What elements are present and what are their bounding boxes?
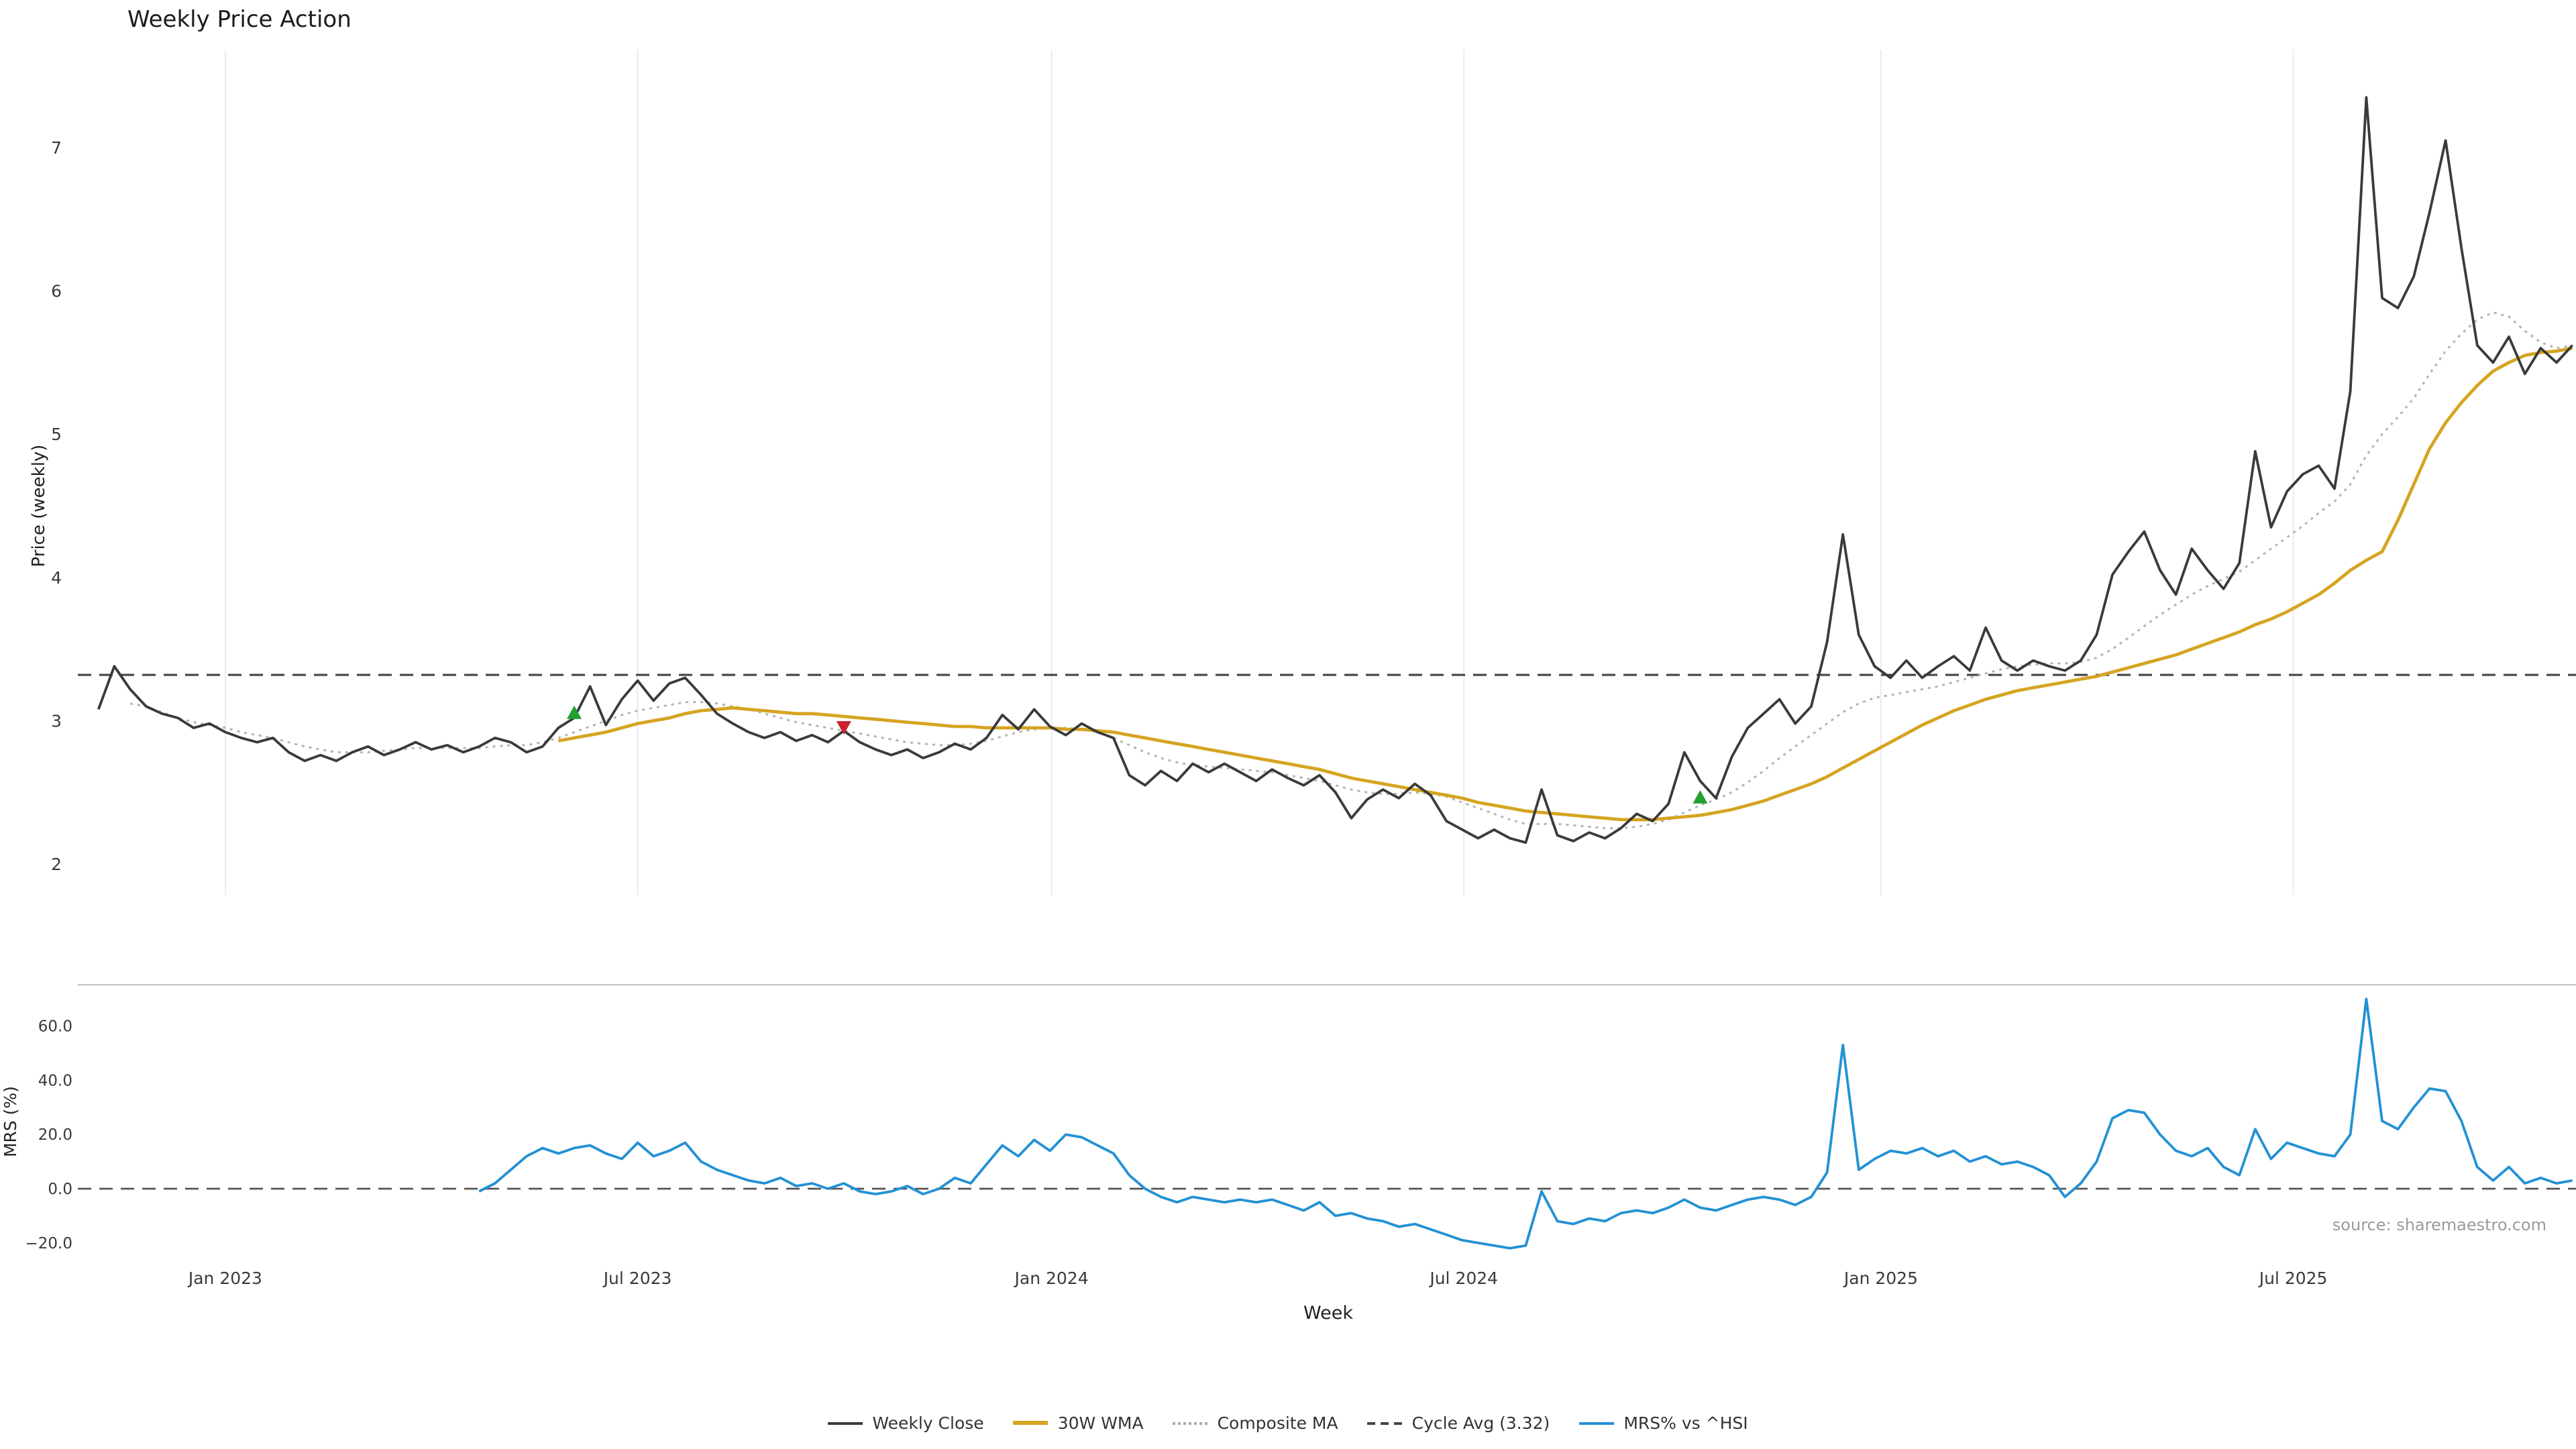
mrs-ytick-label: −20.0 [25,1235,72,1252]
weekly-close-line-sample-icon [828,1421,863,1424]
x-tick-label: Jan 2024 [1014,1269,1089,1288]
x-tick-label: Jan 2023 [187,1269,262,1288]
weekly-close-line [97,96,2573,844]
price-ytick-label: 5 [51,425,62,444]
mrs-axis-title: MRS (%) [1,1086,20,1157]
price-axis-title: Price (weekly) [29,445,49,568]
source-credit: source: sharemaestro.com [2332,1216,2546,1234]
x-tick-label: Jul 2024 [1428,1269,1498,1288]
legend-item-cycle-avg: Cycle Avg (3.32) [1367,1413,1550,1433]
mrs-ytick-label: 60.0 [38,1018,72,1036]
price-ytick-label: 4 [51,568,62,588]
price-ytick-label: 2 [51,855,62,874]
x-tick-label: Jan 2025 [1843,1269,1918,1288]
chart-title: Weekly Price Action [127,7,352,34]
legend-label: 30W WMA [1057,1413,1144,1433]
wma-line-sample-icon [1013,1421,1049,1425]
legend-label: Composite MA [1217,1413,1338,1433]
cycle-avg-line-sample-icon [1367,1421,1403,1424]
chart-legend: Weekly Close 30W WMA Composite MA Cycle … [0,1413,2576,1433]
mrs-ytick-label: 20.0 [38,1126,72,1144]
buy-signal-marker-icon [567,705,582,719]
x-tick-label: Jul 2025 [2258,1269,2328,1288]
legend-label: MRS% vs ^HSI [1623,1413,1748,1433]
price-ytick-label: 7 [51,138,62,158]
mrs-line [478,998,2573,1250]
price-ytick-label: 3 [51,711,62,731]
mrs-ytick-label: 0.0 [48,1181,72,1198]
price-ytick-label: 6 [51,282,62,301]
wma-30w-line [557,346,2573,822]
legend-item-wma: 30W WMA [1013,1413,1144,1433]
buy-signal-marker-icon [1693,790,1708,804]
x-axis-title: Week [1303,1303,1353,1324]
mrs-ytick-label: 40.0 [38,1072,72,1089]
legend-label: Cycle Avg (3.32) [1411,1413,1550,1433]
x-tick-label: Jul 2023 [602,1269,672,1288]
legend-item-weekly-close: Weekly Close [828,1413,984,1433]
composite-ma-line-sample-icon [1173,1421,1208,1424]
legend-item-mrs: MRS% vs ^HSI [1579,1413,1748,1433]
legend-label: Weekly Close [872,1413,984,1433]
composite-ma-line [129,311,2573,830]
legend-item-composite: Composite MA [1173,1413,1338,1433]
mrs-line-sample-icon [1579,1421,1615,1424]
sell-signal-marker-icon [836,720,851,735]
